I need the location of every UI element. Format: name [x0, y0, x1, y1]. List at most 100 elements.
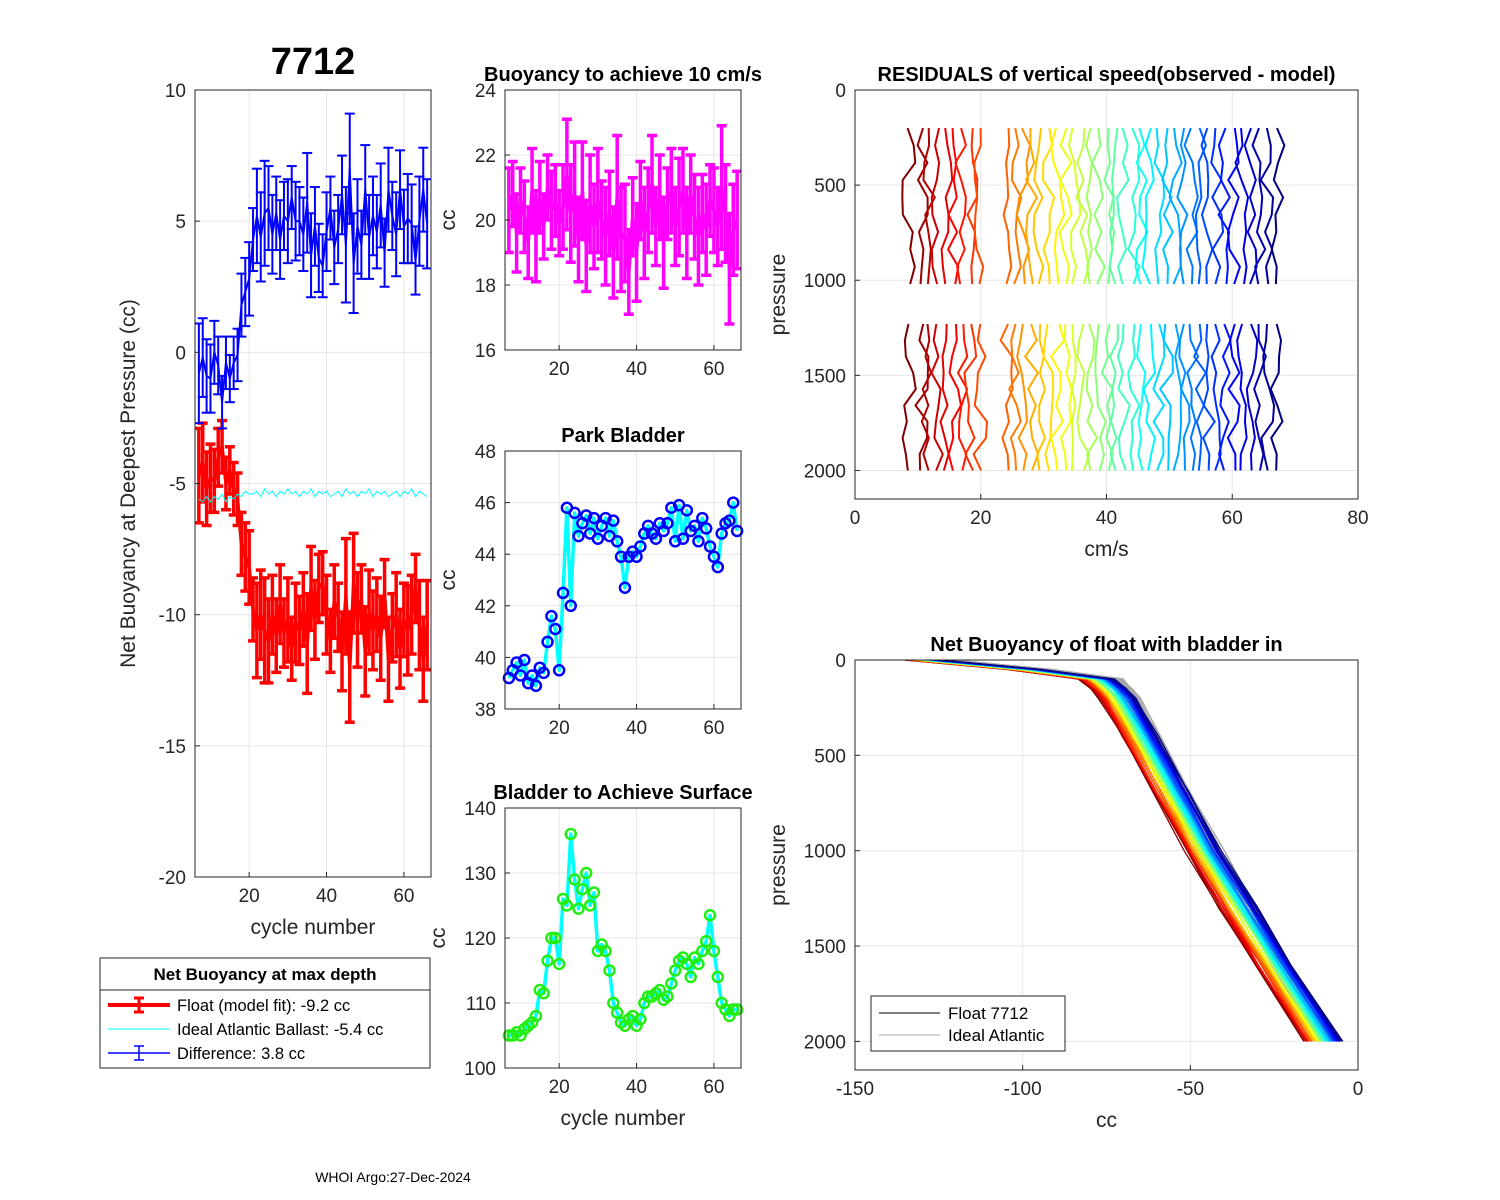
x-tick-label: 80: [1347, 508, 1368, 529]
bladder-surface-point: [568, 873, 581, 886]
residual-profile: [1218, 323, 1232, 471]
residual-profile: [1158, 323, 1174, 471]
residual-profile: [1226, 127, 1242, 285]
axes-frame: [854, 659, 1359, 1071]
bladder-surface-point: [680, 957, 694, 971]
residual-profile: [1023, 323, 1040, 471]
y-tick-label: 40: [475, 648, 496, 669]
x-tick-label: 0: [1353, 1079, 1364, 1100]
residual-profile: [930, 323, 944, 471]
residual-profile: [947, 323, 963, 471]
residual-profile: [1243, 127, 1258, 285]
park-bladder-point: [614, 550, 628, 564]
park-bladder-point: [692, 535, 705, 548]
park-bladder-point: [688, 519, 701, 533]
x-tick-label: 60: [703, 1077, 724, 1098]
residual-profile: [1016, 323, 1028, 471]
park-bladder-point: [529, 679, 543, 693]
residual-profile: [1008, 323, 1022, 471]
profile-legend-ideal-label: Ideal Atlantic: [948, 1026, 1045, 1045]
park-bladder-point: [634, 540, 647, 553]
bladder-surface-point: [730, 1003, 744, 1016]
residual-profile: [1194, 127, 1208, 285]
ideal-ballast-line: [198, 487, 428, 503]
y-tick-label: 110: [466, 994, 496, 1015]
residual-profile: [1253, 323, 1267, 471]
park-bladder-point: [618, 581, 632, 594]
residual-profile: [1259, 127, 1275, 285]
residual-profile: [920, 323, 933, 471]
bladder-surface-point: [661, 990, 674, 1003]
park-bladder-point: [599, 511, 612, 525]
y-tick-label: 20: [475, 211, 496, 232]
x-tick-label: 20: [239, 886, 260, 907]
residual-profile: [1050, 127, 1066, 285]
residual-profile: [1202, 323, 1216, 471]
y-tick-label: -15: [159, 737, 186, 758]
residual-profile: [1127, 127, 1141, 285]
park-bladder-point: [696, 511, 709, 525]
series-group: [505, 117, 741, 326]
series-group: [195, 112, 431, 724]
legend-ideal-label: Ideal Atlantic Ballast: -5.4 cc: [177, 1021, 383, 1039]
park-bladder-point: [649, 532, 663, 545]
residual-profile: [930, 127, 941, 285]
x-tick-label: 40: [626, 1077, 647, 1098]
x-tick-label: 40: [626, 718, 647, 739]
axes-title: Park Bladder: [561, 425, 685, 447]
y-tick-label: 46: [475, 494, 496, 515]
residual-profile: [1109, 323, 1119, 471]
bladder-surface-point: [727, 1003, 740, 1016]
y-tick-label: 500: [814, 176, 846, 197]
y-tick-label: 120: [464, 929, 496, 950]
residual-profile: [901, 323, 917, 471]
bladder-surface-point: [634, 1013, 647, 1026]
residual-profile: [946, 127, 960, 285]
park-bladder-point: [665, 501, 678, 515]
residual-profile: [1176, 127, 1189, 285]
residual-profile: [1142, 323, 1157, 471]
park-bladder-point: [545, 609, 558, 623]
residual-profile: [1236, 323, 1248, 471]
axes-title: RESIDUALS of vertical speed(observed - m…: [878, 64, 1336, 86]
y-tick-label: 22: [475, 146, 496, 167]
bladder-surface-point: [699, 935, 713, 948]
residual-profile: [972, 323, 988, 471]
x-axis-label: cm/s: [1084, 538, 1128, 561]
net-buoyancy-legend: Net Buoyancy at max depth Float (model f…: [99, 957, 431, 1069]
residual-profile: [1141, 127, 1155, 285]
bladder-surface-point: [545, 931, 558, 945]
residual-profile: [916, 127, 929, 285]
park-bladder-point: [564, 599, 578, 613]
x-tick-label: 20: [549, 718, 570, 739]
bladder-surface-point: [576, 883, 589, 896]
bladder-surface-point: [684, 970, 697, 984]
bladder-surface-point: [583, 899, 597, 912]
y-tick-label: 0: [835, 81, 846, 102]
y-axis-label: cc: [437, 210, 460, 231]
residual-profile: [1002, 128, 1013, 285]
residual-profile: [1152, 323, 1166, 471]
x-tick-label: 20: [549, 1077, 570, 1098]
residual-profile: [1269, 323, 1284, 471]
y-tick-label: 16: [475, 341, 496, 362]
residual-profile: [973, 128, 985, 285]
residual-profile: [1136, 323, 1147, 471]
park-bladder-point: [556, 586, 570, 600]
residual-profile: [954, 127, 967, 285]
y-tick-label: 0: [835, 651, 846, 672]
residual-profile: [1058, 127, 1073, 285]
residual-profile: [914, 323, 930, 471]
park-bladder-point: [680, 504, 694, 517]
bladder-surface-point: [537, 987, 550, 1000]
residual-profile: [1183, 127, 1199, 285]
x-tick-label: 60: [1222, 508, 1243, 529]
y-tick-label: 1500: [804, 937, 846, 958]
bladder-surface-point: [541, 954, 554, 967]
residual-profile: [1059, 323, 1073, 471]
x-tick-label: 0: [850, 508, 861, 529]
profile-legend: Float 7712 Ideal Atlantic: [870, 995, 1066, 1052]
park-bladder-point: [541, 635, 554, 649]
